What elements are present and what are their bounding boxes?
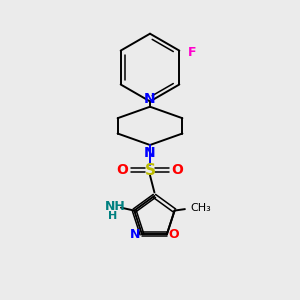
Text: F: F — [188, 46, 196, 59]
Text: N: N — [144, 92, 156, 106]
Text: N: N — [130, 228, 141, 241]
Text: O: O — [168, 228, 179, 241]
Text: H: H — [108, 211, 117, 220]
Text: N: N — [144, 146, 156, 160]
Text: NH: NH — [105, 200, 125, 213]
Text: O: O — [117, 163, 129, 177]
Text: S: S — [145, 163, 155, 178]
Text: CH₃: CH₃ — [191, 202, 212, 213]
Text: O: O — [171, 163, 183, 177]
